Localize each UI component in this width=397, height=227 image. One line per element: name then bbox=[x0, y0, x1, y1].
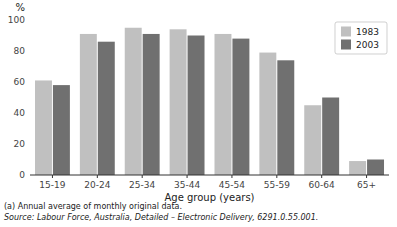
x-tick-label: 45-54 bbox=[219, 180, 245, 190]
bars bbox=[35, 28, 384, 175]
x-tick bbox=[187, 175, 188, 178]
x-tick-label: 35-44 bbox=[174, 180, 200, 190]
bar bbox=[322, 98, 339, 176]
x-axis-line bbox=[30, 175, 389, 176]
footnote: Source: Labour Force, Australia, Detaile… bbox=[4, 213, 318, 222]
x-tick-label: 25-34 bbox=[129, 180, 155, 190]
bar bbox=[143, 34, 160, 175]
legend-swatch bbox=[341, 27, 351, 37]
legend: 1983 2003 bbox=[335, 22, 387, 54]
legend-swatch bbox=[341, 40, 351, 50]
x-tick-label: 65+ bbox=[357, 180, 376, 190]
x-tick-label: 60-64 bbox=[309, 180, 335, 190]
bar bbox=[53, 85, 70, 175]
x-tick bbox=[321, 175, 322, 178]
legend-frame bbox=[335, 22, 387, 54]
x-tick-label: 55-59 bbox=[264, 180, 290, 190]
y-axis-label: % bbox=[15, 2, 25, 13]
bar bbox=[349, 161, 366, 175]
bar bbox=[277, 60, 294, 175]
bar bbox=[98, 42, 115, 175]
bar bbox=[188, 36, 205, 176]
footnote: (a) Annual average of monthly original d… bbox=[4, 202, 182, 211]
x-tick-label: 20-24 bbox=[84, 180, 110, 190]
x-tick bbox=[142, 175, 143, 178]
bar bbox=[35, 80, 52, 175]
bar bbox=[232, 39, 249, 175]
x-tick bbox=[366, 175, 367, 178]
y-tick-label: 40 bbox=[14, 108, 26, 118]
y-tick-label: 80 bbox=[14, 46, 26, 56]
legend-label: 2003 bbox=[356, 40, 379, 50]
y-tick-label: 60 bbox=[14, 77, 26, 87]
bar bbox=[304, 105, 321, 175]
bar bbox=[367, 160, 384, 176]
y-tick-label: 0 bbox=[19, 170, 25, 180]
bar bbox=[170, 29, 187, 175]
x-tick bbox=[276, 175, 277, 178]
x-tick bbox=[97, 175, 98, 178]
bar bbox=[214, 34, 231, 175]
x-tick bbox=[52, 175, 53, 178]
x-tick bbox=[231, 175, 232, 178]
chart: 0 20 40 60 80 100% 15-19 20-24 25-34 35-44 45-54 55… bbox=[0, 0, 397, 227]
bar bbox=[125, 28, 142, 175]
bar bbox=[259, 53, 276, 175]
y-tick-label: 100 bbox=[8, 15, 25, 25]
y-tick-label: 20 bbox=[14, 139, 26, 149]
bar bbox=[80, 34, 97, 175]
x-tick-label: 15-19 bbox=[39, 180, 65, 190]
legend-label: 1983 bbox=[356, 27, 379, 37]
